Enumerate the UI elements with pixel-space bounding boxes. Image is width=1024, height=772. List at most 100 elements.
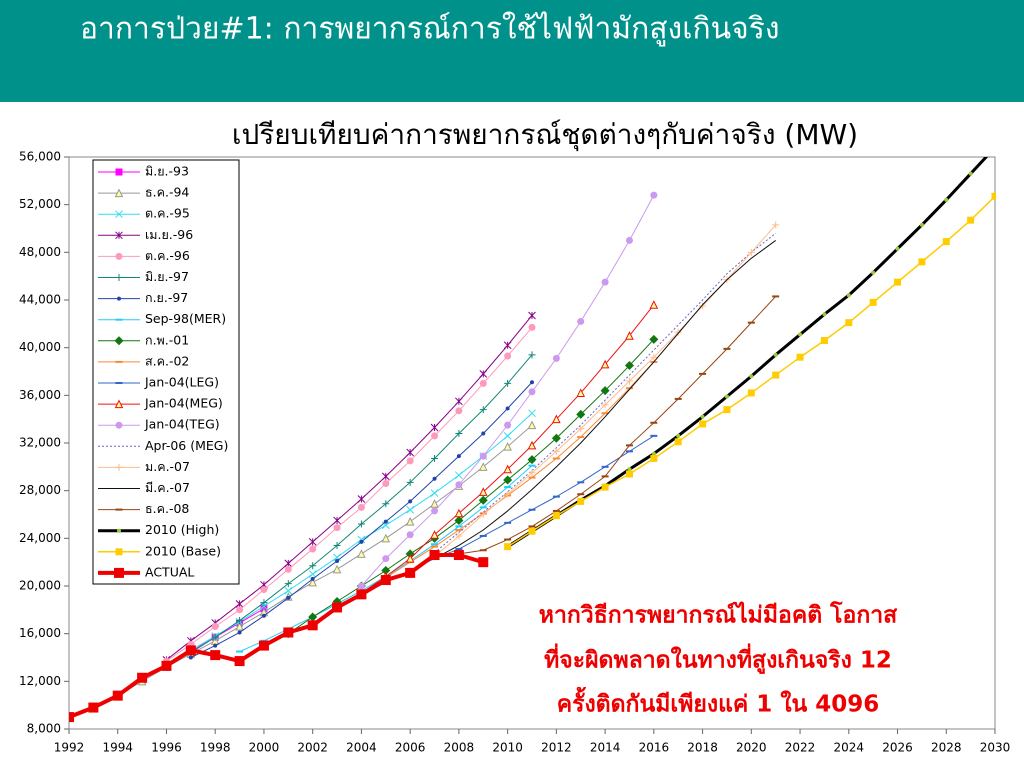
marker <box>332 602 343 613</box>
marker <box>210 650 221 661</box>
legend-label: Jan-04(LEG) <box>144 375 219 390</box>
marker <box>503 441 512 451</box>
marker <box>405 517 415 526</box>
marker <box>431 454 439 462</box>
y-tick-label: 32,000 <box>19 436 61 450</box>
marker <box>600 386 610 396</box>
marker <box>869 298 877 306</box>
marker <box>528 311 536 320</box>
marker <box>649 334 659 344</box>
y-tick-label: 44,000 <box>19 293 61 307</box>
marker <box>356 589 367 600</box>
marker <box>504 490 512 498</box>
marker <box>406 478 414 486</box>
marker <box>406 531 414 539</box>
marker <box>284 565 292 573</box>
marker <box>405 567 416 578</box>
marker <box>796 353 804 361</box>
marker <box>577 317 585 325</box>
series-line <box>166 327 533 662</box>
legend-label: Jan-04(MEG) <box>144 396 223 411</box>
marker <box>504 379 512 387</box>
marker <box>601 401 609 409</box>
marker <box>527 420 537 430</box>
marker <box>527 455 537 465</box>
marker <box>625 470 633 478</box>
series-line <box>458 296 777 555</box>
marker <box>112 690 123 701</box>
marker <box>454 508 464 518</box>
marker <box>284 559 293 568</box>
legend-label: ส.ค.-02 <box>145 353 189 368</box>
marker <box>747 389 755 397</box>
marker <box>918 258 926 266</box>
legend-label: Sep-98(MER) <box>145 311 226 326</box>
legend-label: ธ.ค.-94 <box>145 185 189 200</box>
x-tick-label: 2000 <box>249 741 280 755</box>
marker <box>503 341 512 350</box>
marker <box>432 476 437 481</box>
marker <box>625 236 633 244</box>
legend-label: Jan-04(TEG) <box>144 417 220 432</box>
series-line <box>434 240 776 560</box>
series-line <box>117 424 533 697</box>
marker <box>479 452 487 460</box>
marker <box>650 191 658 199</box>
marker <box>115 548 123 556</box>
x-tick-label: 2024 <box>834 741 865 755</box>
marker <box>115 463 123 471</box>
marker <box>528 388 536 396</box>
marker <box>381 533 391 543</box>
series-line <box>190 381 533 658</box>
marker <box>236 606 244 614</box>
marker <box>527 440 537 450</box>
marker <box>382 555 390 563</box>
marker <box>454 515 464 525</box>
marker <box>357 495 366 503</box>
series-line <box>288 338 655 635</box>
marker <box>258 640 269 651</box>
x-tick-label: 2014 <box>590 741 621 755</box>
marker <box>846 293 851 298</box>
marker <box>380 575 391 586</box>
marker <box>528 527 536 535</box>
marker <box>332 564 342 574</box>
marker <box>406 505 415 514</box>
x-tick-label: 1998 <box>200 741 231 755</box>
marker <box>820 337 828 345</box>
marker <box>674 328 682 336</box>
marker <box>772 221 780 229</box>
marker <box>478 487 488 496</box>
marker <box>284 580 292 588</box>
marker <box>308 538 317 546</box>
marker <box>430 499 439 508</box>
series-line <box>166 315 533 661</box>
marker <box>115 210 123 219</box>
marker <box>552 414 561 424</box>
marker <box>944 197 949 202</box>
marker <box>408 499 413 504</box>
marker <box>161 660 172 671</box>
marker <box>213 643 218 648</box>
legend-box <box>92 159 240 585</box>
annotation-line: ที่จะผิดพลาดในทางที่สูงเกินจริง 12 <box>544 643 892 675</box>
marker <box>406 457 414 465</box>
marker <box>286 595 291 600</box>
x-tick-label: 2012 <box>541 741 572 755</box>
series-line <box>506 157 989 548</box>
marker <box>453 550 464 561</box>
legend-label: ต.ค.-95 <box>145 206 190 221</box>
marker <box>528 409 536 418</box>
marker <box>69 712 74 723</box>
marker <box>333 541 341 549</box>
marker <box>88 702 99 713</box>
marker <box>381 472 390 481</box>
marker <box>357 503 365 511</box>
marker <box>942 238 950 246</box>
marker <box>552 512 560 520</box>
marker <box>895 246 900 251</box>
marker <box>382 480 390 488</box>
marker <box>357 535 366 544</box>
marker <box>284 586 293 595</box>
legend-label: 2010 (High) <box>145 522 219 537</box>
